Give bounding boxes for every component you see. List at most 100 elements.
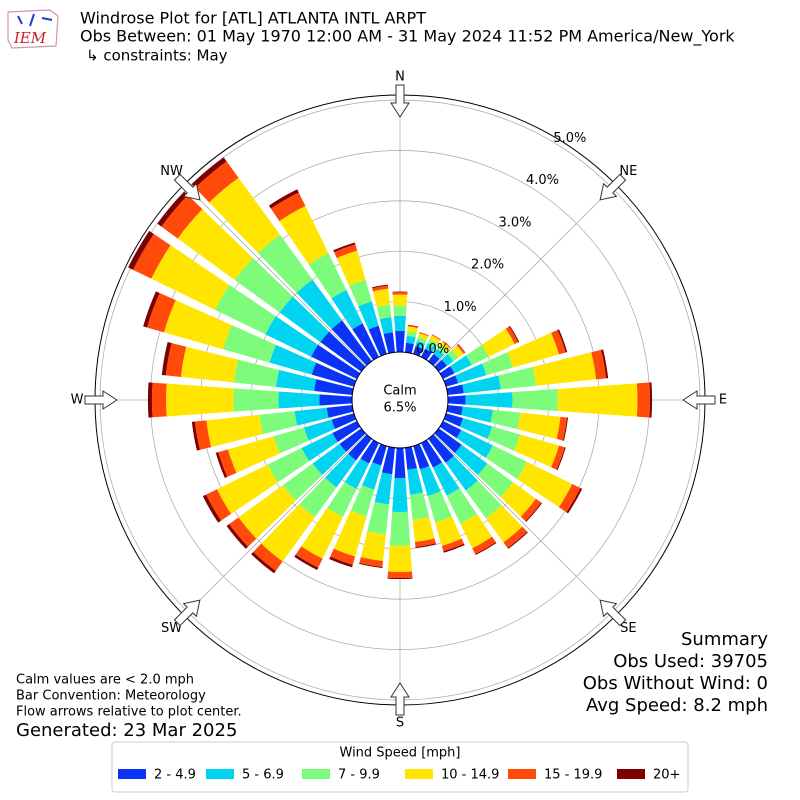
grid-spoke	[433, 184, 616, 367]
bar-segment	[500, 482, 536, 517]
subtitle: Obs Between: 01 May 1970 12:00 AM - 31 M…	[80, 27, 735, 47]
legend-label: 10 - 14.9	[441, 768, 499, 783]
bar-segment	[320, 331, 366, 372]
bar-segment	[147, 292, 176, 333]
bar-segment	[437, 345, 447, 355]
bar-segment	[394, 447, 406, 479]
bar-segment	[509, 325, 520, 343]
bar-segment	[368, 325, 387, 357]
bar-segment	[229, 517, 257, 547]
bar-segment	[392, 291, 408, 293]
bar-segment	[279, 296, 330, 343]
flow-arrow	[173, 599, 201, 627]
legend-swatch	[118, 769, 146, 779]
bar-segment	[331, 320, 372, 366]
bar-segment	[434, 359, 447, 372]
bar-segment	[405, 446, 417, 470]
direction-label: S	[396, 716, 404, 731]
bar-segment	[432, 462, 460, 496]
legend-label: 20+	[653, 768, 680, 783]
bar-segment	[273, 427, 309, 454]
bar-segment	[395, 330, 405, 353]
bar-segment	[352, 323, 379, 361]
bar-segment	[133, 233, 171, 279]
bar-segment	[258, 234, 313, 293]
bar-segment	[418, 333, 429, 341]
bar-segment	[233, 359, 280, 387]
bar-segment	[362, 462, 382, 490]
bar-segment	[311, 362, 357, 387]
bar-segment	[227, 436, 280, 473]
bar-segment	[344, 458, 370, 489]
bar-segment	[303, 419, 335, 441]
direction-label: SE	[620, 621, 636, 636]
bar-segment	[359, 557, 384, 568]
bar-segment	[487, 426, 521, 451]
bar-segment	[428, 353, 440, 366]
legend-label: 7 - 9.9	[338, 768, 380, 783]
bar-segment	[551, 329, 566, 355]
bar-segment	[481, 328, 515, 357]
bar-segment	[532, 352, 597, 386]
bar-segment	[520, 498, 542, 522]
bar-segment	[421, 348, 432, 361]
bar-segment	[333, 510, 367, 557]
bar-segment	[507, 332, 560, 368]
bar-segment	[226, 524, 249, 549]
generated: Generated: 23 Mar 2025	[16, 720, 237, 741]
bar-segment	[177, 209, 254, 280]
bar-segment	[326, 405, 354, 418]
bar-segment	[446, 405, 463, 416]
bar-segment	[350, 485, 375, 517]
bar-segment	[431, 334, 441, 341]
bar-segment	[261, 504, 315, 562]
bar-segment	[454, 444, 488, 475]
bar-segment	[296, 279, 343, 330]
legend-title: Wind Speed [mph]	[340, 746, 461, 761]
direction-label: NE	[619, 164, 637, 179]
bar-segment	[443, 375, 459, 387]
bar-segment	[447, 395, 466, 405]
bar-segment	[308, 253, 347, 299]
r-tick-label: 3.0%	[498, 215, 531, 230]
bar-segment	[456, 344, 465, 354]
bar-segment	[439, 366, 455, 379]
summary-title: Summary	[681, 629, 768, 650]
bar-segment	[216, 464, 278, 514]
bar-segment	[435, 516, 462, 546]
bar-segment	[434, 428, 462, 453]
bar-segment	[443, 413, 464, 427]
bar-segment	[259, 411, 298, 435]
bar-segment	[209, 177, 280, 254]
bar-segment	[427, 491, 452, 523]
bar-segment	[393, 305, 407, 316]
bar-segment	[433, 348, 444, 359]
bar-segment	[413, 346, 423, 357]
bar-segment	[329, 556, 353, 568]
bar-segment	[649, 382, 653, 418]
bar-segment	[557, 329, 568, 353]
bar-segment	[383, 332, 395, 354]
bar-segment	[412, 516, 435, 542]
bar-segment	[234, 258, 293, 313]
flow-arrow	[390, 682, 410, 716]
bar-segment	[447, 349, 459, 362]
legend-swatch	[405, 769, 433, 779]
r-tick-label: 5.0%	[553, 131, 586, 146]
grid-spoke	[184, 184, 367, 367]
bar-segment	[359, 562, 383, 569]
bar-segment	[147, 382, 153, 418]
bar-segment	[445, 455, 478, 491]
flow-arrow	[390, 84, 410, 118]
bar-segment	[601, 349, 609, 379]
bar-segment	[372, 443, 387, 466]
bar-segment	[427, 339, 438, 348]
bar-segment	[294, 407, 329, 426]
bar-segment	[457, 343, 466, 353]
bar-segment	[461, 406, 493, 423]
bar-segment	[407, 324, 419, 328]
bar-segment	[180, 346, 239, 383]
bar-segment	[591, 349, 607, 380]
bar-segment	[157, 191, 188, 227]
